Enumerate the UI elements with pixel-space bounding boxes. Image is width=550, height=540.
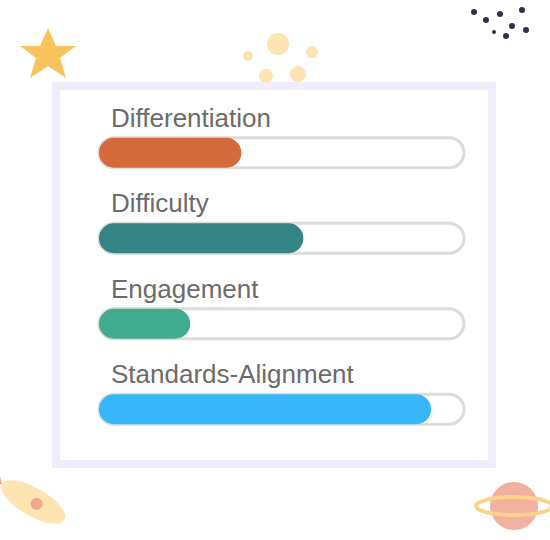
svg-text:Standards-Alignment: Standards-Alignment xyxy=(111,359,355,389)
svg-text:Differentiation: Differentiation xyxy=(111,103,271,133)
svg-text:Engagement: Engagement xyxy=(111,274,259,304)
svg-text:Difficulty: Difficulty xyxy=(111,188,209,218)
